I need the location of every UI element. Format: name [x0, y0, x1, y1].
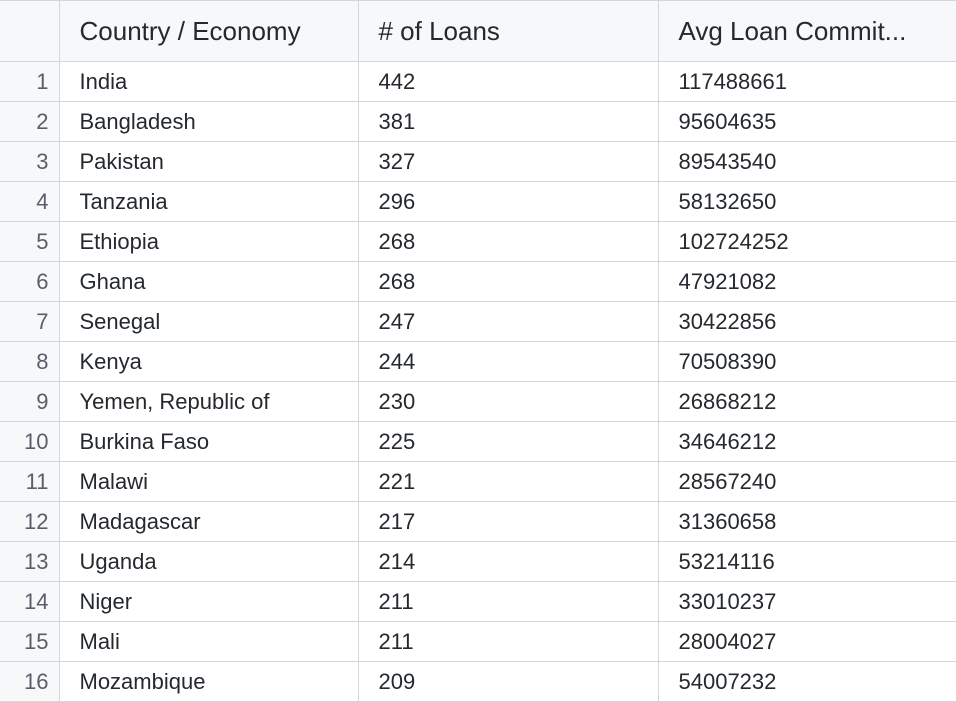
row-index[interactable]: 13: [0, 541, 60, 582]
country-cell[interactable]: Yemen, Republic of: [58, 381, 359, 422]
table-row: 9 Yemen, Republic of 230 26868212: [0, 381, 956, 422]
avg-loan-cell[interactable]: 30422856: [657, 301, 956, 342]
avg-loan-cell[interactable]: 53214116: [657, 541, 956, 582]
row-index[interactable]: 8: [0, 341, 60, 382]
avg-loan-cell[interactable]: 70508390: [657, 341, 956, 382]
country-cell[interactable]: Niger: [58, 581, 359, 622]
loans-cell[interactable]: 442: [357, 61, 659, 102]
avg-loan-cell[interactable]: 28567240: [657, 461, 956, 502]
table-row: 5 Ethiopia 268 102724252: [0, 221, 956, 262]
country-cell[interactable]: Tanzania: [58, 181, 359, 222]
loans-cell[interactable]: 221: [357, 461, 659, 502]
row-index[interactable]: 1: [0, 61, 60, 102]
table-row: 16 Mozambique 209 54007232: [0, 661, 956, 702]
country-cell[interactable]: Pakistan: [58, 141, 359, 182]
loans-cell[interactable]: 296: [357, 181, 659, 222]
row-index[interactable]: 9: [0, 381, 60, 422]
avg-loan-cell[interactable]: 117488661: [657, 61, 956, 102]
loans-cell[interactable]: 244: [357, 341, 659, 382]
table-row: 10 Burkina Faso 225 34646212: [0, 421, 956, 462]
row-index[interactable]: 7: [0, 301, 60, 342]
loans-cell[interactable]: 230: [357, 381, 659, 422]
country-cell[interactable]: Ethiopia: [58, 221, 359, 262]
loans-cell[interactable]: 214: [357, 541, 659, 582]
loans-cell[interactable]: 268: [357, 221, 659, 262]
table-body: 1 India 442 117488661 2 Bangladesh 381 95604635…: [0, 61, 956, 702]
avg-loan-cell[interactable]: 31360658: [657, 501, 956, 542]
country-cell[interactable]: Madagascar: [58, 501, 359, 542]
table-row: 4 Tanzania 296 58132650: [0, 181, 956, 222]
table-row: 12 Madagascar 217 31360658: [0, 501, 956, 542]
avg-loan-cell[interactable]: 34646212: [657, 421, 956, 462]
avg-loan-cell[interactable]: 95604635: [657, 101, 956, 142]
loans-cell[interactable]: 381: [357, 101, 659, 142]
row-index[interactable]: 15: [0, 621, 60, 662]
country-cell[interactable]: Ghana: [58, 261, 359, 302]
loans-cell[interactable]: 327: [357, 141, 659, 182]
avg-loan-cell[interactable]: 102724252: [657, 221, 956, 262]
table-row: 7 Senegal 247 30422856: [0, 301, 956, 342]
loans-cell[interactable]: 268: [357, 261, 659, 302]
avg-loan-cell[interactable]: 47921082: [657, 261, 956, 302]
loans-cell[interactable]: 217: [357, 501, 659, 542]
loans-cell[interactable]: 211: [357, 581, 659, 622]
table-row: 8 Kenya 244 70508390: [0, 341, 956, 382]
row-index[interactable]: 5: [0, 221, 60, 262]
country-cell[interactable]: Uganda: [58, 541, 359, 582]
country-cell[interactable]: Kenya: [58, 341, 359, 382]
table-row: 13 Uganda 214 53214116: [0, 541, 956, 582]
country-cell[interactable]: Malawi: [58, 461, 359, 502]
table-row: 15 Mali 211 28004027: [0, 621, 956, 662]
country-cell[interactable]: Burkina Faso: [58, 421, 359, 462]
row-index[interactable]: 3: [0, 141, 60, 182]
row-index[interactable]: 6: [0, 261, 60, 302]
country-cell[interactable]: Mali: [58, 621, 359, 662]
table-row: 11 Malawi 221 28567240: [0, 461, 956, 502]
row-index[interactable]: 4: [0, 181, 60, 222]
row-index[interactable]: 12: [0, 501, 60, 542]
avg-loan-cell[interactable]: 54007232: [657, 661, 956, 702]
table-row: 2 Bangladesh 381 95604635: [0, 101, 956, 142]
row-index[interactable]: 2: [0, 101, 60, 142]
row-index[interactable]: 10: [0, 421, 60, 462]
country-cell[interactable]: Senegal: [58, 301, 359, 342]
loans-cell[interactable]: 211: [357, 621, 659, 662]
row-index[interactable]: 14: [0, 581, 60, 622]
avg-loan-cell[interactable]: 33010237: [657, 581, 956, 622]
country-cell[interactable]: India: [58, 61, 359, 102]
row-index-header: [0, 0, 60, 62]
country-cell[interactable]: Bangladesh: [58, 101, 359, 142]
country-cell[interactable]: Mozambique: [58, 661, 359, 702]
avg-loan-cell[interactable]: 26868212: [657, 381, 956, 422]
avg-loan-cell[interactable]: 89543540: [657, 141, 956, 182]
row-index[interactable]: 11: [0, 461, 60, 502]
loans-cell[interactable]: 209: [357, 661, 659, 702]
table-row: 6 Ghana 268 47921082: [0, 261, 956, 302]
table-row: 1 India 442 117488661: [0, 61, 956, 102]
loans-cell[interactable]: 225: [357, 421, 659, 462]
table-row: 14 Niger 211 33010237: [0, 581, 956, 622]
avg-loan-cell[interactable]: 58132650: [657, 181, 956, 222]
row-index[interactable]: 16: [0, 661, 60, 702]
column-header-avg-loan-commitment[interactable]: Avg Loan Commit...: [657, 0, 956, 62]
loans-cell[interactable]: 247: [357, 301, 659, 342]
avg-loan-cell[interactable]: 28004027: [657, 621, 956, 662]
table-row: 3 Pakistan 327 89543540: [0, 141, 956, 182]
column-header-country[interactable]: Country / Economy: [58, 0, 359, 62]
header-row: Country / Economy # of Loans Avg Loan Co…: [0, 0, 956, 62]
column-header-loans[interactable]: # of Loans: [357, 0, 659, 62]
